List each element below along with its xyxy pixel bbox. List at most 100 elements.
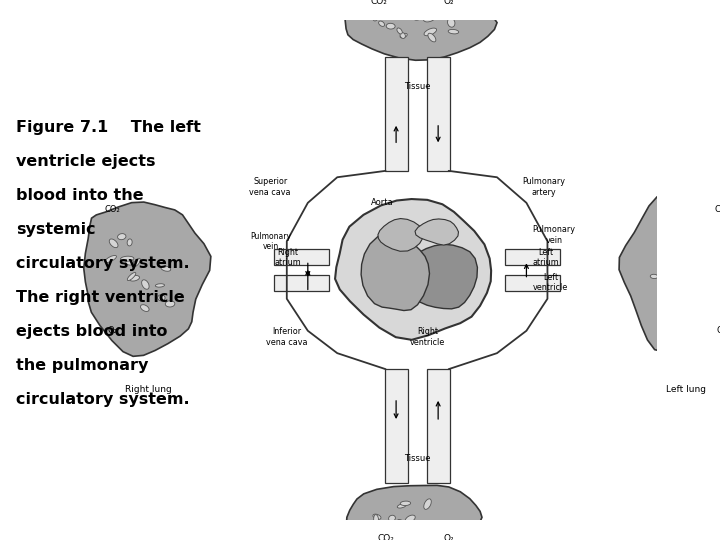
- Ellipse shape: [650, 274, 658, 279]
- Ellipse shape: [373, 514, 381, 519]
- Ellipse shape: [714, 252, 720, 260]
- Ellipse shape: [140, 305, 149, 312]
- Polygon shape: [403, 244, 477, 309]
- Polygon shape: [384, 369, 408, 483]
- Text: Pulmonary
vein: Pulmonary vein: [533, 225, 576, 245]
- Ellipse shape: [379, 21, 384, 26]
- Text: Right
ventricle: Right ventricle: [410, 327, 445, 347]
- Text: ejects blood into: ejects blood into: [17, 324, 168, 339]
- Ellipse shape: [689, 295, 698, 306]
- Text: CO₂: CO₂: [371, 0, 388, 6]
- Polygon shape: [361, 232, 430, 310]
- Text: circulatory system.: circulatory system.: [17, 256, 190, 271]
- Text: Right lung: Right lung: [125, 386, 171, 394]
- Ellipse shape: [428, 33, 436, 42]
- Text: O₂: O₂: [717, 326, 720, 335]
- Ellipse shape: [120, 256, 134, 261]
- Polygon shape: [345, 0, 497, 60]
- Ellipse shape: [424, 499, 431, 509]
- Text: Right
atrium: Right atrium: [275, 247, 302, 267]
- Text: circulatory system.: circulatory system.: [17, 392, 190, 407]
- Ellipse shape: [397, 519, 408, 529]
- Polygon shape: [335, 199, 491, 340]
- Polygon shape: [384, 57, 408, 171]
- Ellipse shape: [127, 273, 136, 281]
- Ellipse shape: [408, 2, 415, 9]
- Ellipse shape: [414, 12, 423, 20]
- Text: Pulmonary
vein: Pulmonary vein: [250, 232, 291, 251]
- Polygon shape: [378, 219, 423, 251]
- Text: systemic: systemic: [17, 222, 96, 237]
- Text: Figure 7.1    The left: Figure 7.1 The left: [17, 120, 202, 135]
- Polygon shape: [505, 249, 560, 265]
- Text: Superior
vena cava: Superior vena cava: [250, 177, 291, 197]
- Text: Left
ventricle: Left ventricle: [533, 273, 568, 293]
- Polygon shape: [505, 275, 560, 291]
- Ellipse shape: [166, 301, 175, 307]
- Text: The right ventricle: The right ventricle: [17, 290, 185, 305]
- Ellipse shape: [393, 521, 407, 528]
- Text: Left lung: Left lung: [666, 386, 706, 394]
- Ellipse shape: [156, 284, 164, 287]
- Polygon shape: [274, 275, 329, 291]
- Text: CO₂: CO₂: [377, 534, 394, 540]
- Text: Aorta: Aorta: [371, 198, 394, 207]
- Ellipse shape: [664, 293, 671, 299]
- Ellipse shape: [133, 258, 140, 267]
- Ellipse shape: [438, 10, 445, 15]
- Text: Tissue: Tissue: [404, 82, 431, 91]
- Ellipse shape: [687, 235, 698, 243]
- Ellipse shape: [372, 10, 379, 21]
- Text: O₂: O₂: [444, 0, 454, 6]
- Ellipse shape: [109, 239, 118, 248]
- Text: Left
atrium: Left atrium: [533, 247, 559, 267]
- Ellipse shape: [384, 523, 392, 531]
- Ellipse shape: [423, 15, 436, 22]
- Text: Tissue: Tissue: [404, 454, 431, 463]
- Ellipse shape: [446, 524, 454, 530]
- Ellipse shape: [400, 33, 408, 38]
- Ellipse shape: [386, 23, 395, 29]
- Ellipse shape: [385, 522, 390, 533]
- Ellipse shape: [674, 309, 685, 314]
- Ellipse shape: [439, 525, 447, 532]
- Ellipse shape: [405, 515, 415, 523]
- Text: CO₂: CO₂: [714, 205, 720, 214]
- Ellipse shape: [125, 258, 133, 265]
- Ellipse shape: [696, 248, 707, 255]
- Polygon shape: [346, 485, 482, 540]
- Ellipse shape: [424, 28, 436, 36]
- Ellipse shape: [389, 515, 395, 521]
- Ellipse shape: [699, 288, 707, 294]
- Text: blood into the: blood into the: [17, 188, 144, 203]
- Polygon shape: [84, 202, 211, 356]
- Ellipse shape: [161, 266, 171, 271]
- Ellipse shape: [105, 255, 117, 262]
- Ellipse shape: [158, 295, 165, 301]
- Ellipse shape: [678, 261, 685, 267]
- Text: Pulmonary
artery: Pulmonary artery: [522, 177, 565, 197]
- Ellipse shape: [374, 515, 379, 525]
- Ellipse shape: [130, 275, 140, 281]
- Text: Inferior
vena cava: Inferior vena cava: [266, 327, 308, 347]
- Ellipse shape: [421, 3, 433, 9]
- Ellipse shape: [682, 271, 690, 278]
- Ellipse shape: [448, 18, 455, 27]
- Ellipse shape: [386, 4, 400, 9]
- Ellipse shape: [400, 501, 410, 505]
- Polygon shape: [426, 369, 450, 483]
- Ellipse shape: [420, 522, 426, 529]
- Ellipse shape: [117, 234, 126, 240]
- Text: O₂: O₂: [107, 326, 117, 335]
- Text: ventricle ejects: ventricle ejects: [17, 154, 156, 169]
- Polygon shape: [619, 188, 720, 352]
- Ellipse shape: [142, 280, 149, 289]
- Ellipse shape: [397, 28, 402, 34]
- Ellipse shape: [707, 239, 718, 246]
- Ellipse shape: [127, 239, 132, 246]
- Text: CO₂: CO₂: [104, 205, 120, 214]
- Ellipse shape: [715, 248, 720, 254]
- Ellipse shape: [675, 270, 682, 274]
- Polygon shape: [426, 57, 450, 171]
- Ellipse shape: [448, 29, 459, 34]
